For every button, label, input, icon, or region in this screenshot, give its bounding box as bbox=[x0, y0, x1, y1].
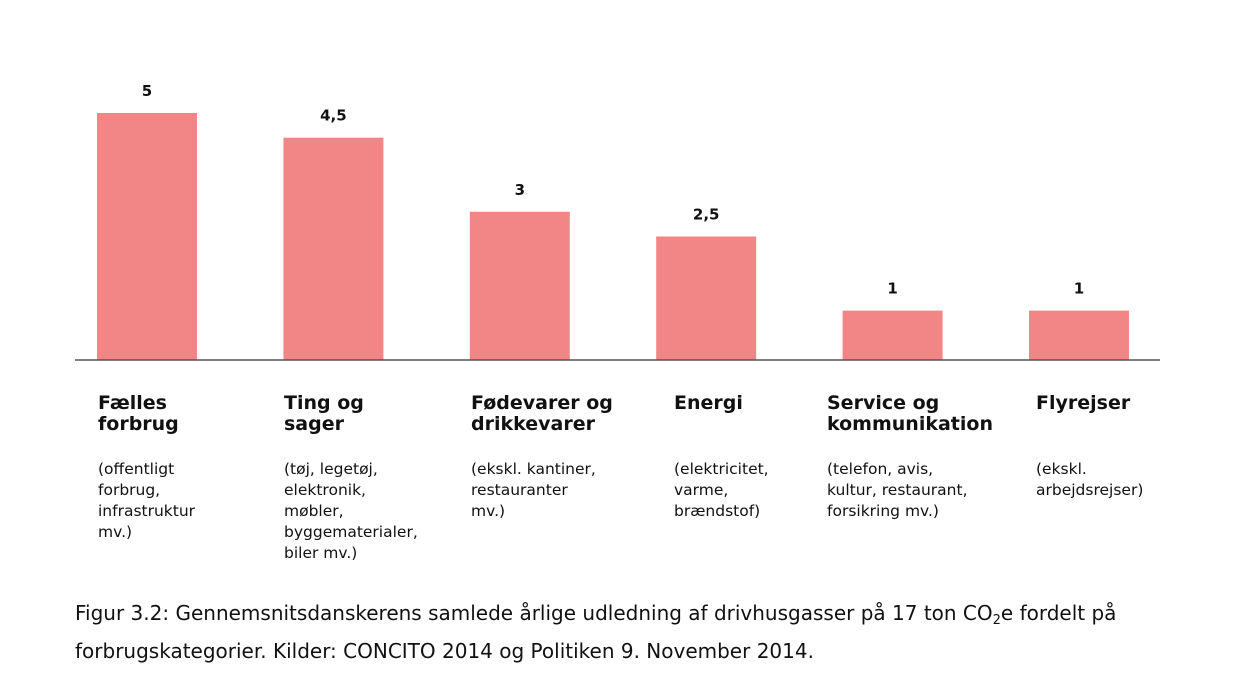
bars-group bbox=[97, 113, 1129, 360]
bar-value-label: 1 bbox=[1074, 280, 1084, 298]
bar-value-label: 5 bbox=[142, 82, 152, 100]
bar bbox=[1029, 310, 1129, 360]
figure-caption: Figur 3.2: Gennemsnitsdanskerens samlede… bbox=[75, 598, 1195, 666]
bar bbox=[283, 137, 384, 360]
category-title: Ting og sager bbox=[284, 392, 364, 435]
category-description: (tøj, legetøj, elektronik, møbler, bygge… bbox=[284, 460, 418, 562]
category-foedevarer: Fødevarer og drikkevarer (ekskl. kantine… bbox=[471, 392, 646, 521]
category-description: (ekskl. arbejdsrejser) bbox=[1036, 460, 1144, 499]
category-service: Service og kommunikation (telefon, avis,… bbox=[827, 392, 1002, 521]
category-energi: Energi (elektricitet, varme, brændstof) bbox=[674, 392, 849, 521]
category-title: Fælles forbrug bbox=[98, 392, 179, 435]
category-title: Fødevarer og drikkevarer bbox=[471, 392, 613, 435]
category-description: (elektricitet, varme, brændstof) bbox=[674, 460, 769, 520]
value-labels-group: 5 4,5 3 2,5 1 1 bbox=[142, 82, 1084, 298]
bar-value-label: 3 bbox=[515, 181, 525, 199]
category-title: Service og kommunikation bbox=[827, 392, 993, 435]
category-description: (ekskl. kantiner, restauranter mv.) bbox=[471, 460, 596, 520]
bar bbox=[97, 113, 197, 360]
caption-subscript: 2 bbox=[992, 613, 1001, 628]
bar-chart: 5 4,5 3 2,5 1 1 bbox=[75, 82, 1160, 361]
bar bbox=[656, 236, 757, 360]
caption-text-part2: e fordelt på forbrugskategorier. Kilder:… bbox=[75, 601, 1117, 663]
category-flyrejser: Flyrejser (ekskl. arbejdsrejser) bbox=[1036, 392, 1211, 500]
caption-text-part1: Figur 3.2: Gennemsnitsdanskerens samlede… bbox=[75, 601, 993, 625]
category-description: (telefon, avis, kultur, restaurant, fors… bbox=[827, 460, 968, 520]
category-description: (offentligt forbrug, infrastruktur mv.) bbox=[98, 460, 196, 541]
bar-value-label: 2,5 bbox=[693, 206, 720, 224]
category-ting-og-sager: Ting og sager (tøj, legetøj, elektronik,… bbox=[284, 392, 459, 563]
category-title: Energi bbox=[674, 392, 743, 414]
bar-value-label: 1 bbox=[887, 280, 897, 298]
category-faelles-forbrug: Fælles forbrug (offentligt forbrug, infr… bbox=[98, 392, 273, 542]
bar-value-label: 4,5 bbox=[320, 107, 347, 125]
bar bbox=[842, 310, 943, 360]
bar bbox=[469, 211, 570, 360]
category-title: Flyrejser bbox=[1036, 392, 1131, 414]
